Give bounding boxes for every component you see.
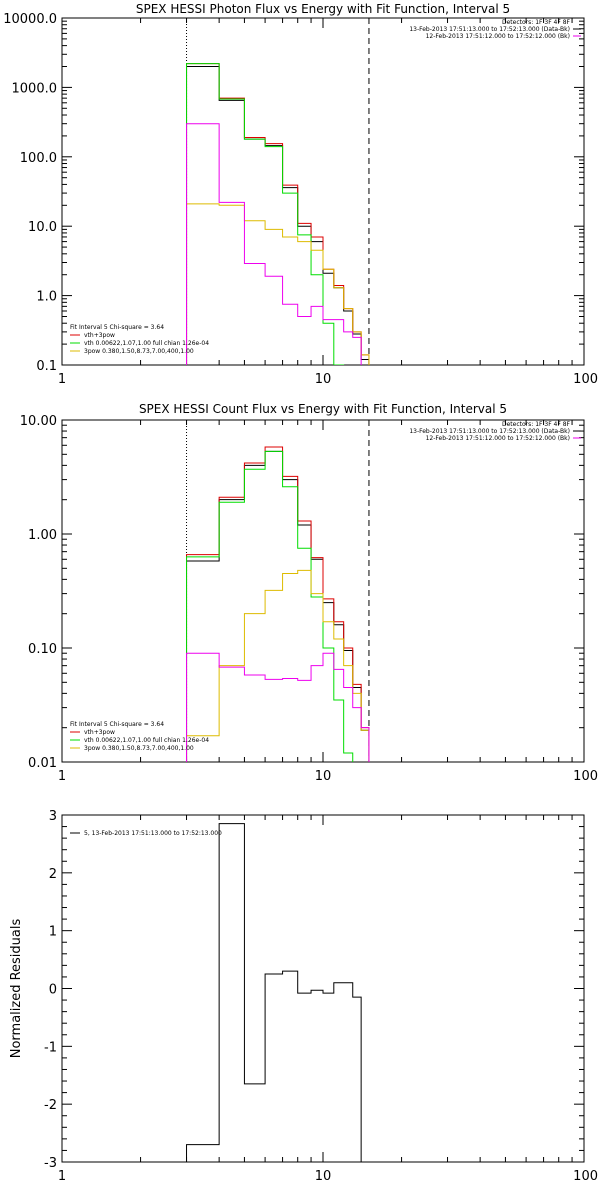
legend-entry: Fit Interval 5 Chi-square = 3.64 [70, 324, 164, 331]
x-tick-label: 100 [573, 769, 598, 784]
legend-entry: vth 0.00622,1.07,1.00 full chian 1.26e-0… [84, 340, 209, 347]
y-tick-label: 1.0 [36, 290, 57, 305]
legend-entry: 5, 13-Feb-2013 17:51:13.000 to 17:52:13.… [84, 830, 222, 837]
chart-title: SPEX HESSI Count Flux vs Energy with Fit… [139, 402, 507, 416]
y-tick-label: 1 [49, 925, 57, 940]
legend-entry: 3pow 0.380,1.50,8.73,7.00,400,1.00 [84, 348, 194, 355]
series-red-line [186, 63, 370, 365]
series-black-line [186, 823, 362, 1162]
legend-entry: 13-Feb-2013 17:51:13.000 to 17:52:13.000… [409, 26, 570, 33]
x-tick-label: 1 [58, 769, 66, 784]
y-tick-label: 0.10 [28, 642, 57, 657]
y-tick-label: 10000.0 [3, 12, 57, 27]
series-yellow-line [186, 569, 370, 762]
y-tick-label: -2 [44, 1098, 57, 1113]
legend-entry: 12-Feb-2013 17:51:12.000 to 17:52:12.000… [426, 33, 570, 40]
legend-entry: Fit Interval 5 Chi-square = 3.64 [70, 721, 164, 728]
series-red-line [186, 446, 370, 762]
chart-panel-1: SPEX HESSI Photon Flux vs Energy with Fi… [3, 2, 598, 387]
x-tick-label: 100 [573, 1169, 598, 1184]
legend-entry: vth+3pow [84, 332, 115, 339]
x-tick-label: 10 [315, 372, 332, 387]
y-axis-label: Normalized Residuals [9, 919, 24, 1059]
series-magenta-line [186, 123, 362, 365]
series-black-line [186, 450, 370, 762]
y-tick-label: 10.00 [20, 414, 57, 429]
series-black-line [186, 66, 370, 365]
y-tick-label: 2 [49, 867, 57, 882]
plot-frame [61, 814, 585, 1163]
chart-panel-2: SPEX HESSI Count Flux vs Energy with Fit… [20, 402, 598, 784]
y-tick-label: -1 [44, 1040, 57, 1055]
x-tick-label: 100 [573, 372, 598, 387]
chart-title: SPEX HESSI Photon Flux vs Energy with Fi… [136, 2, 510, 16]
series-magenta-line [186, 652, 370, 762]
x-tick-label: 1 [58, 372, 66, 387]
legend-entry: Detectors: 1F 3F 4F 8F [502, 421, 571, 428]
x-tick-label: 10 [315, 1169, 332, 1184]
legend-entry: Detectors: 1F 3F 4F 8F [502, 19, 571, 26]
legend-entry: vth+3pow [84, 729, 115, 736]
x-tick-label: 10 [315, 769, 332, 784]
legend-entry: 13-Feb-2013 17:51:13.000 to 17:52:13.000… [409, 428, 570, 435]
y-tick-label: 1000.0 [12, 81, 58, 96]
y-tick-label: 1.00 [28, 528, 57, 543]
y-tick-label: 100.0 [20, 151, 57, 166]
y-tick-label: 0 [49, 983, 57, 998]
y-tick-label: -3 [44, 1156, 57, 1171]
y-tick-label: 0.01 [28, 756, 57, 771]
series-green-line [186, 63, 345, 365]
y-tick-label: 3 [49, 809, 57, 824]
x-tick-label: 1 [58, 1169, 66, 1184]
legend-entry: 12-Feb-2013 17:51:12.000 to 17:52:12.000… [426, 435, 570, 442]
legend-entry: 3pow 0.380,1.50,8.73,7.00,400,1.00 [84, 745, 194, 752]
y-tick-label: 10.0 [28, 220, 57, 235]
y-tick-label: 0.1 [36, 359, 57, 374]
series-green-line [186, 450, 354, 762]
legend-entry: vth 0.00622,1.07,1.00 full chian 1.26e-0… [84, 737, 209, 744]
